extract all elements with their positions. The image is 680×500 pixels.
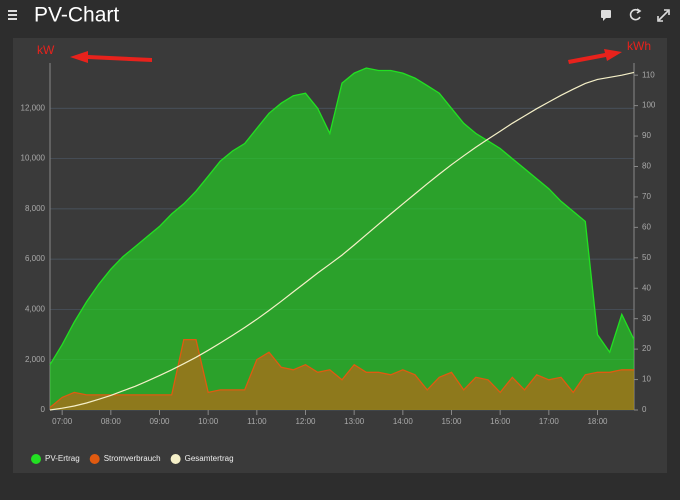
legend-item[interactable]: Stromverbrauch — [89, 454, 161, 464]
legend-marker — [170, 454, 181, 464]
y-tick-label: 0 — [41, 405, 46, 414]
x-tick-label: 11:00 — [247, 417, 267, 426]
x-tick-label: 07:00 — [52, 417, 73, 426]
y2-tick-label: 90 — [642, 131, 651, 140]
x-tick-label: 14:00 — [393, 417, 414, 426]
y-tick-label: 4,000 — [25, 305, 46, 314]
menu-icon[interactable] — [8, 10, 17, 20]
y2-tick-label: 10 — [642, 375, 651, 384]
x-tick-label: 09:00 — [149, 417, 170, 426]
y2-tick-label: 70 — [642, 192, 651, 201]
legend-item[interactable]: PV-Ertrag — [31, 454, 80, 464]
y2-tick-label: 40 — [642, 283, 651, 292]
line — [49, 71, 635, 411]
y2-tick-label: 60 — [642, 222, 651, 231]
y2-tick-label: 20 — [642, 344, 651, 353]
x-tick-label: 15:00 — [441, 417, 462, 426]
x-tick-label: 17:00 — [539, 417, 560, 426]
comment-icon[interactable] — [601, 10, 611, 21]
y-tick-label: 10,000 — [21, 154, 46, 163]
y-tick-label: 6,000 — [25, 254, 46, 263]
page-title: PV-Chart — [34, 4, 119, 27]
x-tick-label: 12:00 — [295, 417, 316, 426]
legend-label: Gesamtertrag — [185, 454, 234, 463]
y2-tick-label: 0 — [642, 405, 647, 414]
y2-tick-label: 80 — [642, 162, 651, 171]
y2-tick-label: 50 — [642, 253, 651, 262]
x-tick-label: 10:00 — [198, 417, 219, 426]
expand-icon[interactable] — [657, 9, 670, 22]
arrow-right — [568, 49, 622, 64]
refresh-icon[interactable] — [629, 8, 642, 21]
right-axis-unit: kWh — [627, 39, 651, 53]
area-line — [49, 67, 635, 366]
area — [50, 68, 634, 410]
left-axis-unit: kW — [37, 43, 55, 57]
x-tick-label: 13:00 — [344, 417, 365, 426]
y2-tick-label: 100 — [642, 101, 656, 110]
y2-tick-label: 30 — [642, 314, 651, 323]
legend-item[interactable]: Gesamtertrag — [170, 454, 234, 464]
legend-label: PV-Ertrag — [45, 454, 80, 463]
x-tick-label: 18:00 — [587, 417, 608, 426]
legend-marker — [31, 454, 41, 464]
legend-marker — [89, 454, 100, 464]
y-tick-label: 8,000 — [25, 204, 46, 213]
x-tick-label: 08:00 — [101, 417, 122, 426]
arrow-left — [70, 51, 152, 63]
y-tick-label: 2,000 — [25, 355, 46, 364]
area-line — [49, 338, 634, 409]
y-tick-label: 12,000 — [21, 103, 46, 112]
x-tick-label: 16:00 — [490, 417, 511, 426]
legend-label: Stromverbrauch — [104, 454, 161, 463]
chart: 0 2,000 4,000 6,000 8,000 10,000 12,000 0 10 20 30… — [21, 63, 656, 464]
y2-tick-label: 110 — [642, 70, 655, 79]
